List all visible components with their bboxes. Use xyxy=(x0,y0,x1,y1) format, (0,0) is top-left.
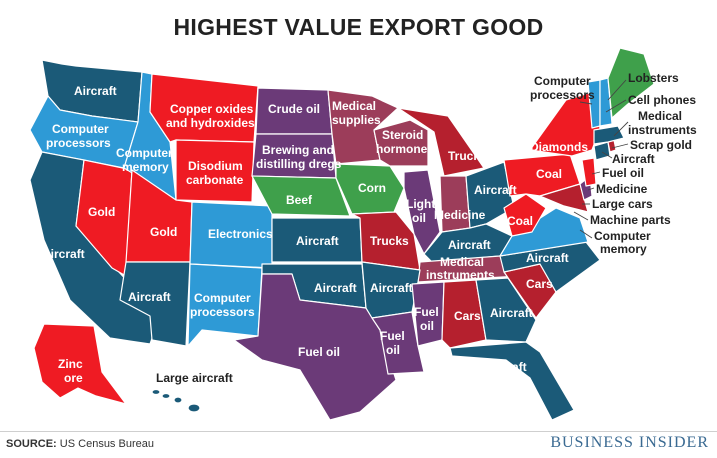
state-ne xyxy=(251,175,351,217)
label-il-1: Light xyxy=(406,197,435,211)
state-shapes xyxy=(29,47,655,421)
label-or-2: processors xyxy=(46,136,111,150)
label-mn-2: supplies xyxy=(332,113,381,127)
label-nj: Fuel oil xyxy=(602,166,644,180)
label-ny: Diamonds xyxy=(530,140,588,154)
footer-divider xyxy=(0,431,717,432)
label-tn-1: Medical xyxy=(440,255,484,269)
label-ct: Aircraft xyxy=(612,152,655,166)
label-ks: Aircraft xyxy=(296,234,339,248)
label-id-1: Computer xyxy=(116,146,173,160)
label-ms-1: Fuel xyxy=(414,305,439,319)
label-de: Medicine xyxy=(596,182,648,196)
label-ky: Aircraft xyxy=(448,238,491,252)
state-fl xyxy=(449,341,575,421)
label-tx: Fuel oil xyxy=(298,345,340,359)
label-la-2: oil xyxy=(386,343,400,357)
state-la xyxy=(371,311,425,375)
label-vt-2: processors xyxy=(530,88,595,102)
label-ak-2: ore xyxy=(64,371,83,385)
label-ma-2: instruments xyxy=(628,123,697,137)
state-al xyxy=(441,279,487,349)
label-wv: Coal xyxy=(507,214,533,228)
label-nd: Crude oil xyxy=(268,102,320,116)
state-ak xyxy=(33,323,127,405)
label-ar: Aircraft xyxy=(370,281,413,295)
label-sd-2: distilling dregs xyxy=(256,157,342,171)
label-dc: Machine parts xyxy=(590,213,671,227)
state-mi xyxy=(397,107,485,177)
label-va-1: Computer xyxy=(594,229,651,243)
label-nc: Aircraft xyxy=(526,251,569,265)
label-sd-1: Brewing and xyxy=(262,143,334,157)
state-ma xyxy=(593,125,625,145)
state-ga xyxy=(475,277,537,343)
state-in xyxy=(439,175,471,233)
label-sc: Cars xyxy=(526,277,553,291)
label-or-1: Computer xyxy=(52,122,109,136)
label-mn-1: Medical xyxy=(332,99,376,113)
state-ny xyxy=(529,91,601,157)
label-mo: Trucks xyxy=(370,234,409,248)
label-hi: Large aircraft xyxy=(156,371,233,385)
state-wy xyxy=(175,139,255,203)
state-va xyxy=(499,207,589,257)
label-az: Aircraft xyxy=(128,290,171,304)
label-ut: Gold xyxy=(150,225,177,239)
label-ga: Aircraft xyxy=(490,306,533,320)
callout-lines xyxy=(573,79,629,239)
label-nv: Gold xyxy=(88,205,115,219)
state-wv xyxy=(503,193,547,237)
label-co: Electronics xyxy=(208,227,273,241)
label-nm-1: Computer xyxy=(194,291,251,305)
label-vt-1: Computer xyxy=(534,74,591,88)
label-ca: Aircraft xyxy=(42,247,85,261)
label-md: Large cars xyxy=(592,197,653,211)
label-nh: Cell phones xyxy=(628,93,696,107)
label-va-2: memory xyxy=(600,242,647,256)
label-wy-2: carbonate xyxy=(186,173,244,187)
label-mt-1: Copper oxides xyxy=(170,102,254,116)
label-mt-2: and hydroxides xyxy=(166,116,255,130)
label-la-1: Fuel xyxy=(380,329,405,343)
label-ia: Corn xyxy=(358,181,386,195)
state-wi xyxy=(373,119,429,167)
label-wa: Aircraft xyxy=(74,84,117,98)
label-oh: Aircraft xyxy=(474,183,517,197)
state-labels: Aircraft Computer processors Computer me… xyxy=(42,71,697,385)
label-ok: Aircraft xyxy=(314,281,357,295)
label-ri: Scrap gold xyxy=(630,138,692,152)
state-md xyxy=(539,183,589,213)
label-ma-1: Medical xyxy=(638,109,682,123)
label-in: Medicine xyxy=(434,208,486,222)
label-nm-2: processors xyxy=(190,305,255,319)
label-mi: Trucks xyxy=(448,149,487,163)
state-oh xyxy=(465,161,515,229)
state-ct xyxy=(593,141,611,161)
label-fl: Aircraft xyxy=(484,360,527,374)
state-me xyxy=(607,47,655,119)
label-tn-2: instruments xyxy=(426,268,495,282)
label-id-2: memory xyxy=(122,160,169,174)
source-text: US Census Bureau xyxy=(59,438,154,450)
label-pa: Coal xyxy=(536,167,562,181)
state-tx xyxy=(233,273,397,421)
label-il-2: oil xyxy=(412,211,426,225)
label-wi-2: hormones xyxy=(376,142,434,156)
label-wi-1: Steroid xyxy=(382,128,423,142)
label-me: Lobsters xyxy=(628,71,679,85)
label-wy-1: Disodium xyxy=(188,159,243,173)
state-nj xyxy=(581,157,597,187)
map-title: HIGHEST VALUE EXPORT GOOD xyxy=(173,14,544,40)
label-ms-2: oil xyxy=(420,319,434,333)
label-al: Cars xyxy=(454,309,481,323)
state-hi xyxy=(151,388,201,413)
source-note: SOURCE: US Census Bureau xyxy=(6,438,154,450)
publisher-logo: BUSINESS INSIDER xyxy=(550,434,709,451)
source-label: SOURCE: xyxy=(6,438,57,450)
label-ak-1: Zinc xyxy=(58,357,83,371)
label-ne: Beef xyxy=(286,193,313,207)
state-nm xyxy=(187,263,263,347)
